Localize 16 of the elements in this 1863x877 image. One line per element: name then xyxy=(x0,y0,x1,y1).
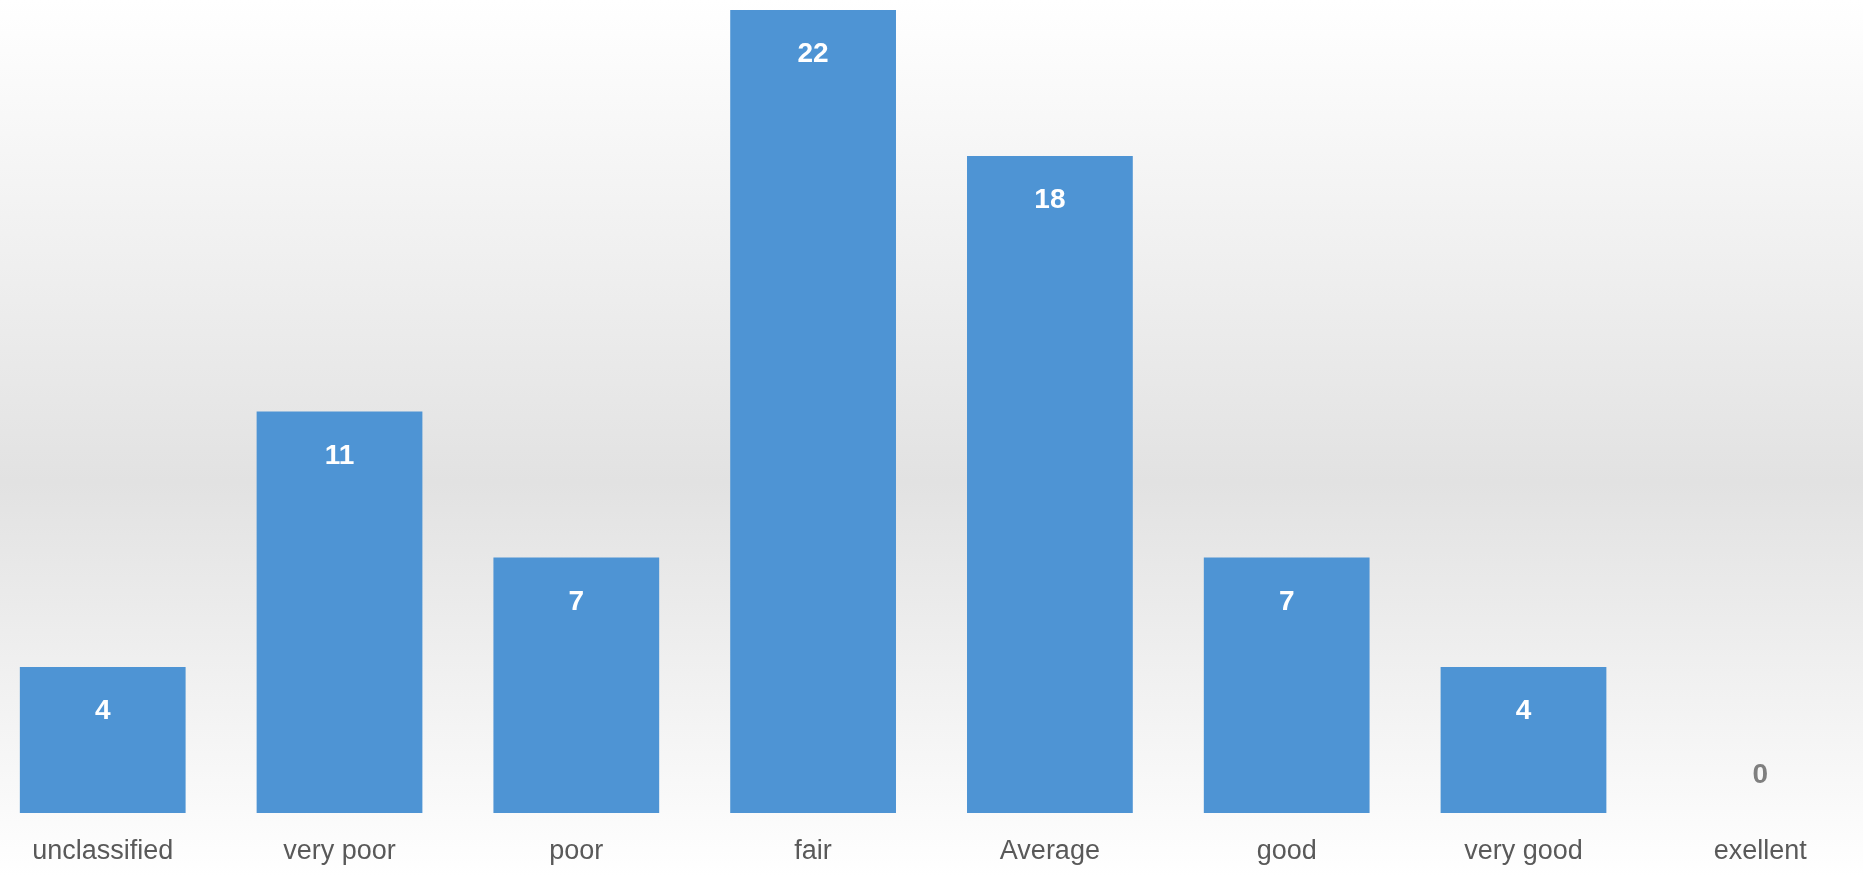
data-label: 4 xyxy=(1515,694,1532,725)
data-label: 18 xyxy=(1034,183,1066,214)
data-label: 22 xyxy=(797,37,829,68)
x-tick-label: unclassified xyxy=(32,835,174,865)
x-tick-label: good xyxy=(1256,835,1317,865)
x-tick-label: fair xyxy=(794,835,832,865)
x-tick-label: very good xyxy=(1464,835,1583,865)
data-label: 0 xyxy=(1752,758,1769,789)
data-label: 7 xyxy=(1278,584,1295,616)
x-tick-label: poor xyxy=(549,835,604,865)
data-label: 11 xyxy=(324,438,355,470)
data-label: 4 xyxy=(94,694,111,725)
x-tick-label: very poor xyxy=(283,835,396,865)
x-tick-label: Average xyxy=(999,835,1100,865)
x-tick-label: exellent xyxy=(1713,835,1808,865)
data-label: 7 xyxy=(568,584,585,616)
